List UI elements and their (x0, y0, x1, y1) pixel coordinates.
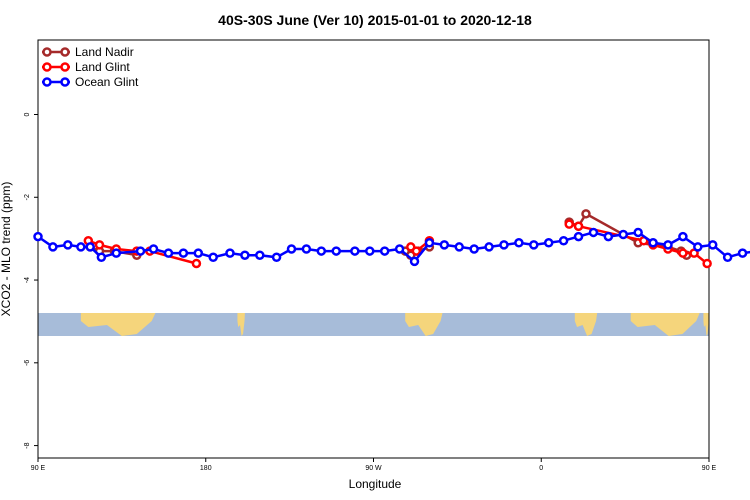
data-point (240, 250, 250, 260)
map-landmass (630, 313, 700, 336)
data-point (573, 221, 584, 231)
y-axis-title: XCO2 - MLO trend (ppm) (0, 182, 13, 317)
y-tick-label: -2 (24, 194, 31, 200)
legend-marker (60, 47, 70, 57)
legend-marker (42, 77, 52, 87)
x-tick-label: 90 E (31, 465, 46, 472)
data-point (678, 248, 688, 258)
data-point (663, 240, 673, 250)
map-ocean (38, 313, 709, 336)
data-point (85, 242, 95, 252)
x-tick-label: 180 (200, 465, 212, 472)
data-point (722, 252, 733, 263)
data-point (271, 252, 282, 263)
data-point (499, 240, 509, 250)
data-point (255, 250, 265, 260)
y-axis: 0 -2 -4 -6 -8 (24, 112, 38, 449)
data-point (564, 219, 574, 229)
data-point (603, 231, 614, 242)
data-point (702, 258, 712, 269)
data-point (331, 246, 341, 256)
data-point (163, 248, 174, 258)
data-point (191, 258, 202, 269)
data-point (350, 246, 360, 256)
legend-marker (42, 62, 52, 72)
map-landmass (80, 313, 156, 336)
data-point (558, 235, 569, 246)
data-point (286, 244, 297, 254)
series-ocean-glint (33, 227, 750, 267)
legend-marker (42, 47, 52, 57)
map-landmass (703, 313, 709, 336)
data-point (48, 242, 58, 252)
data-point (33, 231, 43, 242)
data-point (693, 242, 703, 252)
x-tick-label: 90 W (365, 465, 382, 472)
y-tick-label: 0 (24, 112, 31, 116)
data-point (707, 240, 718, 250)
data-point (514, 238, 524, 248)
data-point (678, 231, 688, 242)
x-tick-label: 0 (539, 465, 543, 472)
y-tick-label: -4 (24, 277, 31, 283)
legend-marker (60, 77, 70, 87)
data-point (737, 248, 748, 258)
data-point (76, 242, 86, 252)
data-point (633, 227, 643, 238)
map-landmass (574, 313, 598, 336)
x-axis: 90 E 180 90 W 0 90 E (31, 458, 717, 472)
data-point (178, 248, 189, 258)
data-point (439, 240, 450, 250)
series-layer (33, 209, 750, 269)
data-point (394, 244, 405, 254)
map-strip (38, 313, 709, 336)
x-axis-title: Longitude (349, 477, 402, 491)
data-point (94, 240, 105, 250)
data-point (411, 246, 422, 256)
data-point (135, 246, 146, 256)
data-point (111, 248, 122, 258)
legend-marker (60, 62, 70, 72)
data-point (529, 240, 539, 250)
data-point (301, 244, 312, 254)
data-point (225, 248, 235, 258)
data-point (193, 248, 204, 258)
map-landmass (405, 313, 443, 336)
data-point (424, 238, 435, 248)
data-point (96, 252, 107, 263)
data-point (454, 242, 464, 252)
data-point (365, 246, 375, 256)
data-point (543, 238, 554, 248)
data-point (316, 246, 327, 256)
legend-label: Land Glint (75, 60, 130, 74)
data-point (63, 240, 73, 250)
series-line (37, 231, 750, 264)
data-point (148, 244, 159, 254)
x-tick-label: 90 E (702, 465, 717, 472)
y-tick-label: -8 (24, 442, 31, 448)
data-point (573, 231, 584, 242)
data-point (469, 244, 479, 254)
map-landmass (237, 313, 245, 336)
y-tick-label: -6 (24, 360, 31, 366)
data-point (208, 252, 218, 263)
data-point (484, 242, 494, 252)
data-point (648, 238, 658, 248)
data-point (588, 227, 599, 238)
legend-label: Land Nadir (75, 45, 134, 59)
data-point (618, 229, 629, 240)
data-point (379, 246, 390, 256)
data-point (581, 209, 591, 219)
data-point (409, 256, 420, 267)
chart-title: 40S-30S June (Ver 10) 2015-01-01 to 2020… (218, 12, 532, 28)
legend-label: Ocean Glint (75, 75, 139, 89)
